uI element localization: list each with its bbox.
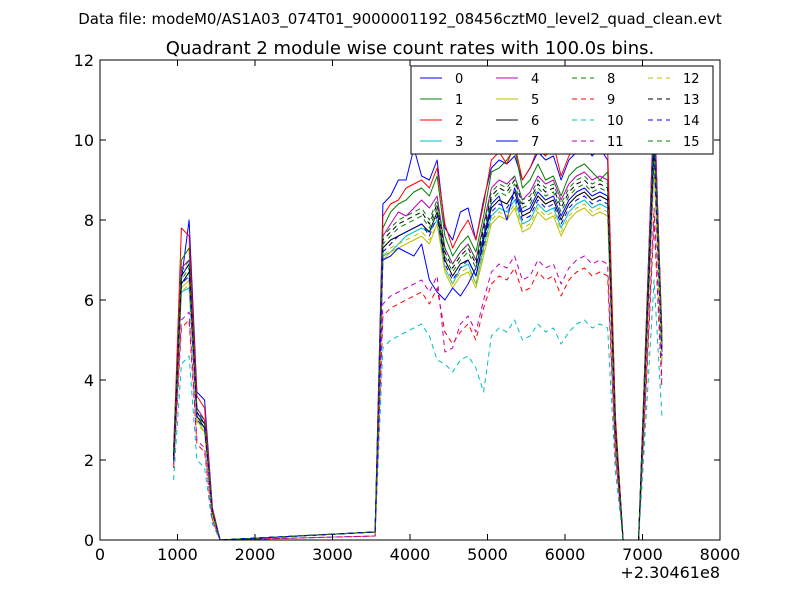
legend-label-15: 15 bbox=[683, 135, 700, 150]
y-tick-label: 4 bbox=[84, 371, 94, 390]
x-tick-label: 7000 bbox=[622, 545, 663, 564]
x-tick-label: 6000 bbox=[545, 545, 586, 564]
x-offset-label: +2.30461e8 bbox=[620, 563, 720, 582]
x-tick-label: 8000 bbox=[700, 545, 741, 564]
y-tick-label: 8 bbox=[84, 211, 94, 230]
series-line-15 bbox=[173, 119, 663, 541]
legend-label-3: 3 bbox=[455, 135, 463, 150]
series-line-11 bbox=[173, 207, 663, 541]
legend-label-13: 13 bbox=[683, 93, 700, 108]
y-tick-label: 2 bbox=[84, 451, 94, 470]
x-axis-ticks: 0 1000 2000 3000 4000 5000 6000 7000 8000 bbox=[95, 60, 740, 564]
series-line-10 bbox=[173, 279, 663, 541]
series-line-1 bbox=[173, 115, 663, 541]
legend-label-12: 12 bbox=[683, 72, 700, 87]
x-tick-label: 5000 bbox=[467, 545, 508, 564]
x-tick-label: 1000 bbox=[157, 545, 198, 564]
legend-label-11: 11 bbox=[607, 135, 624, 150]
series-line-9 bbox=[173, 219, 663, 541]
legend-frame bbox=[410, 65, 714, 155]
series-line-14 bbox=[173, 151, 663, 541]
legend-label-9: 9 bbox=[607, 93, 615, 108]
legend-label-10: 10 bbox=[607, 114, 624, 129]
legend-label-4: 4 bbox=[531, 72, 539, 87]
plot-lines-group bbox=[173, 91, 663, 541]
y-tick-label: 6 bbox=[84, 291, 94, 310]
legend-label-2: 2 bbox=[455, 114, 463, 129]
series-line-2 bbox=[173, 103, 663, 541]
chart-title: Quadrant 2 module wise count rates with … bbox=[166, 38, 655, 59]
x-tick-label: 0 bbox=[95, 545, 105, 564]
figure-suptitle: Data file: modeM0/AS1A03_074T01_90000011… bbox=[78, 10, 722, 29]
series-line-8 bbox=[173, 135, 663, 541]
y-tick-label: 0 bbox=[84, 531, 94, 550]
x-tick-label: 2000 bbox=[235, 545, 276, 564]
legend-label-7: 7 bbox=[531, 135, 539, 150]
series-line-12 bbox=[173, 159, 663, 541]
x-tick-label: 3000 bbox=[312, 545, 353, 564]
series-line-5 bbox=[173, 167, 663, 541]
legend-label-8: 8 bbox=[607, 72, 615, 87]
y-tick-label: 12 bbox=[74, 51, 94, 70]
x-tick-label: 4000 bbox=[390, 545, 431, 564]
series-line-0 bbox=[173, 103, 663, 541]
series-line-6 bbox=[173, 147, 663, 541]
legend-label-14: 14 bbox=[683, 114, 700, 129]
series-line-7 bbox=[173, 139, 663, 541]
legend-label-0: 0 bbox=[455, 72, 463, 87]
legend-label-5: 5 bbox=[531, 93, 539, 108]
legend-label-1: 1 bbox=[455, 93, 463, 108]
legend-label-6: 6 bbox=[531, 114, 539, 129]
series-line-4 bbox=[173, 91, 663, 541]
y-tick-label: 10 bbox=[74, 131, 94, 150]
series-line-3 bbox=[173, 163, 663, 541]
